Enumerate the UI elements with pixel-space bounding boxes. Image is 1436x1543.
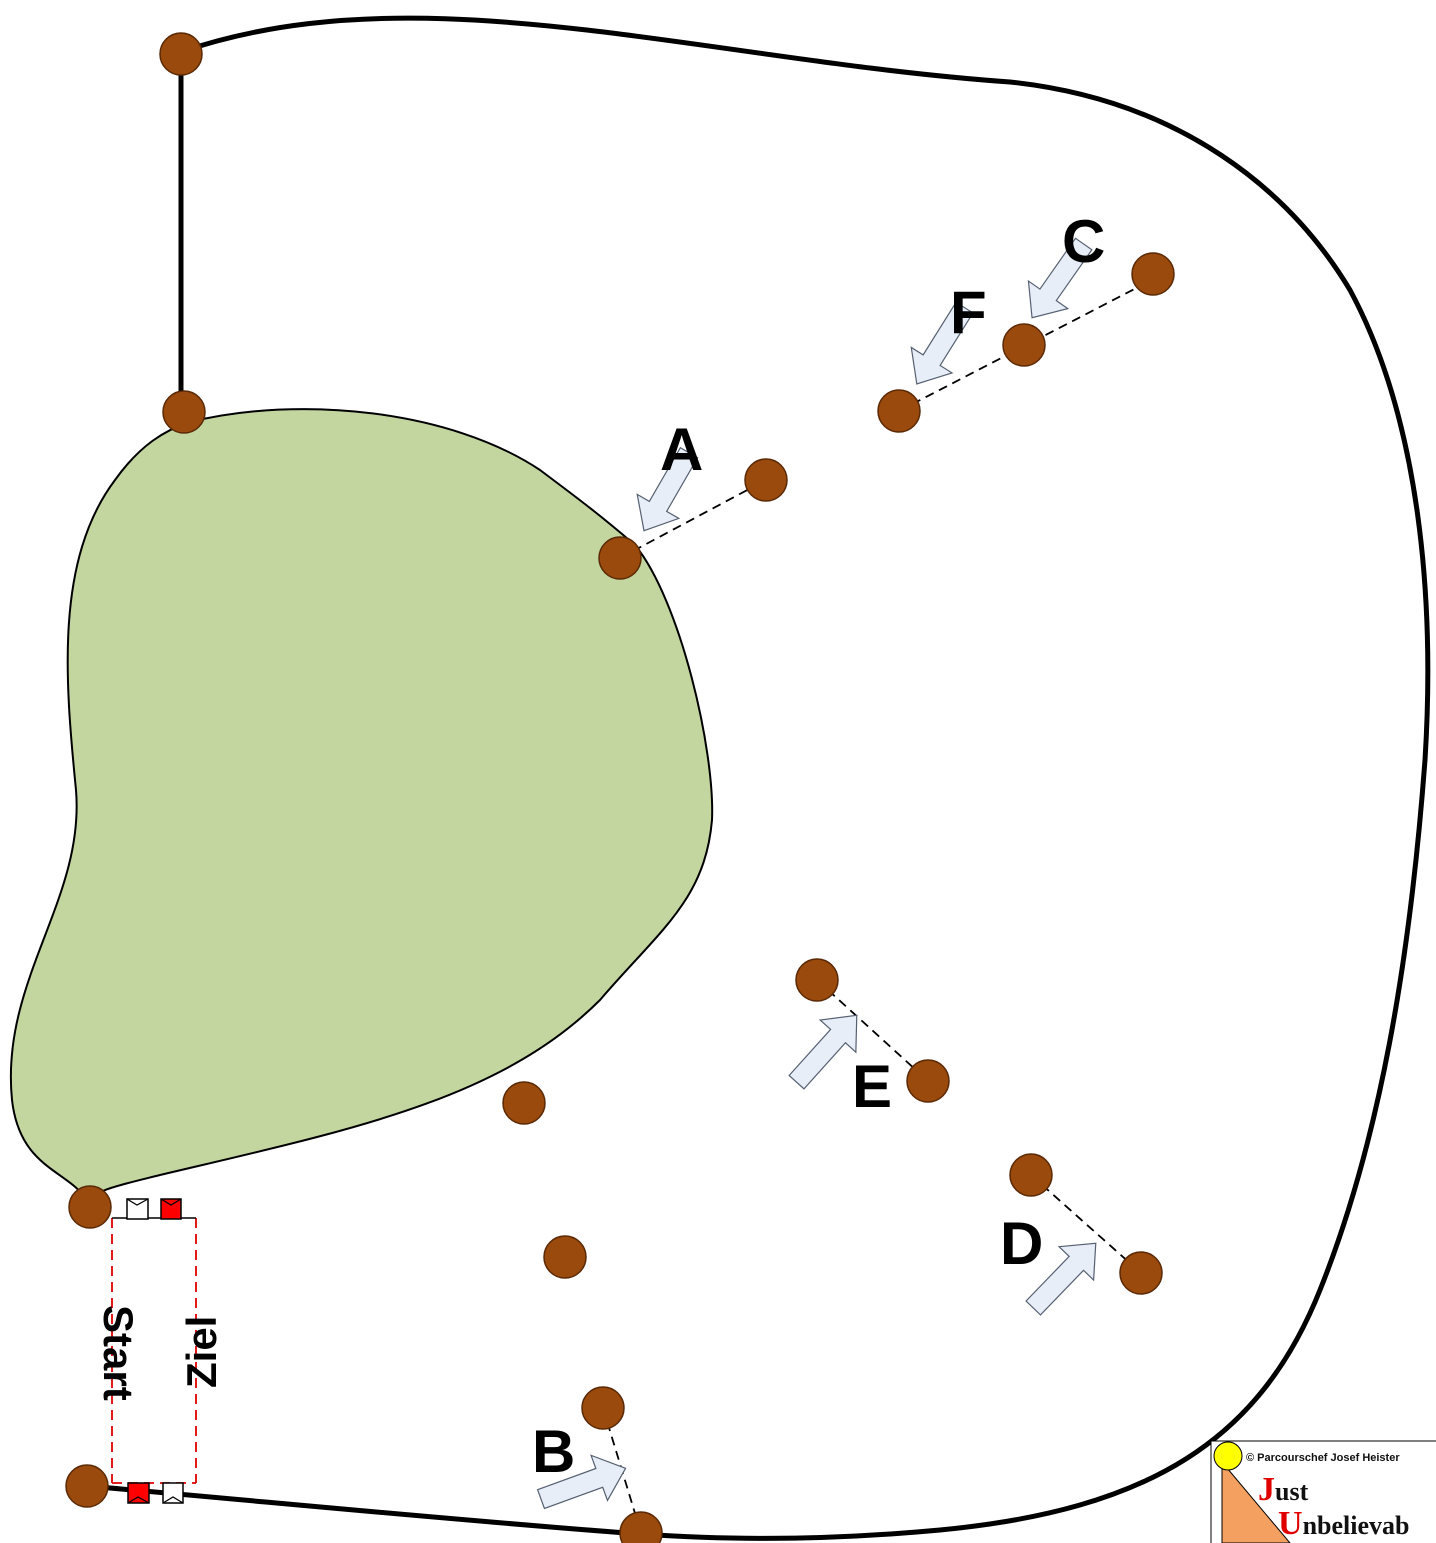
signature-line1: Just bbox=[1258, 1471, 1309, 1508]
obstacle-label-f: F bbox=[950, 279, 987, 346]
post bbox=[159, 32, 203, 76]
post bbox=[795, 958, 839, 1002]
designer-signature: © Parcourschef Josef Heister Just Unbeli… bbox=[1210, 1440, 1436, 1543]
arrow-e bbox=[788, 1014, 858, 1090]
arrow-f bbox=[910, 301, 974, 385]
flag-start-bottom bbox=[127, 1482, 150, 1504]
ziel-label: Ziel bbox=[178, 1316, 225, 1388]
post bbox=[1002, 323, 1046, 367]
arrow-d bbox=[1025, 1242, 1097, 1316]
arrow-a bbox=[636, 446, 699, 532]
start-label: Start bbox=[95, 1305, 142, 1401]
flag-finish-bottom bbox=[162, 1482, 184, 1504]
post bbox=[1131, 252, 1175, 296]
flag-finish-top bbox=[160, 1198, 182, 1220]
obstacle-label-d: D bbox=[1000, 1210, 1043, 1277]
post bbox=[581, 1386, 625, 1430]
flag-start-top bbox=[126, 1198, 149, 1220]
obstacle-a-line bbox=[619, 479, 767, 559]
obstacle-d-line bbox=[1030, 1174, 1142, 1274]
signature-credit: © Parcourschef Josef Heister bbox=[1246, 1452, 1400, 1464]
post bbox=[1119, 1251, 1163, 1295]
signature-line2: Unbelievab bbox=[1278, 1505, 1409, 1542]
post bbox=[68, 1185, 112, 1229]
signature-triangle bbox=[1221, 1460, 1291, 1543]
post bbox=[1009, 1153, 1053, 1197]
green-field bbox=[9, 408, 714, 1205]
post bbox=[65, 1464, 109, 1508]
obstacle-label-b: B bbox=[532, 1418, 575, 1485]
obstacle-label-a: A bbox=[660, 416, 703, 483]
post bbox=[543, 1235, 587, 1279]
obstacle-e-line bbox=[816, 979, 929, 1082]
post bbox=[502, 1081, 546, 1125]
arrow-b bbox=[536, 1454, 627, 1510]
post bbox=[619, 1511, 663, 1543]
post bbox=[906, 1059, 950, 1103]
obstacle-label-e: E bbox=[852, 1053, 892, 1120]
arena-boundary bbox=[86, 15, 1431, 1541]
post bbox=[744, 458, 788, 502]
arrow-c bbox=[1027, 237, 1093, 319]
posts bbox=[65, 32, 1175, 1543]
post bbox=[162, 390, 206, 434]
post bbox=[877, 389, 921, 433]
obstacle-label-c: C bbox=[1062, 208, 1105, 275]
sun-icon bbox=[1213, 1441, 1243, 1471]
post bbox=[598, 536, 642, 580]
